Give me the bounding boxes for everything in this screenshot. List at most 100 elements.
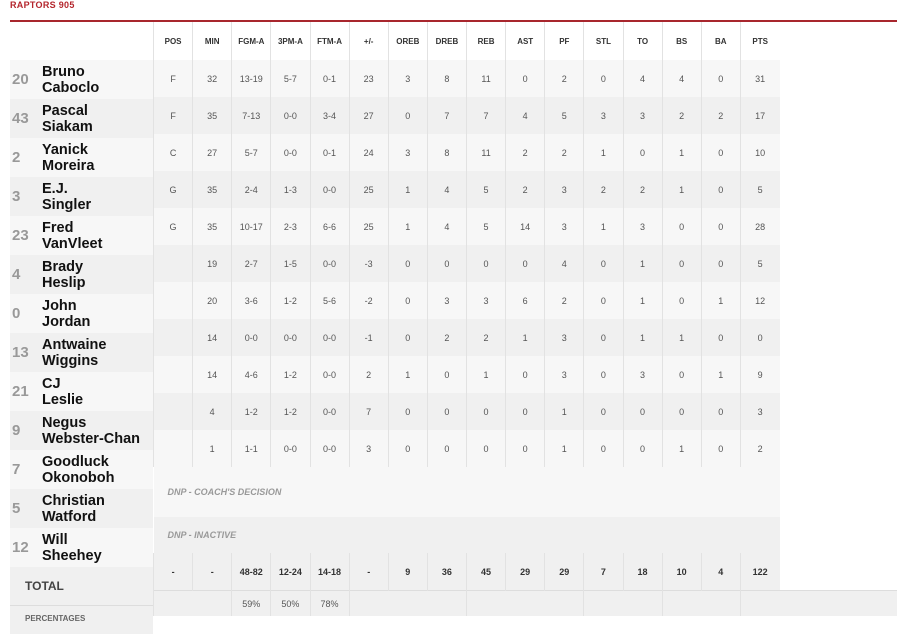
first-name: John bbox=[42, 298, 90, 314]
stat-cell-bs: 0 bbox=[662, 356, 701, 393]
stat-cell-dreb: 2 bbox=[427, 319, 466, 356]
column-header-3pma[interactable]: 3PM-A bbox=[271, 22, 310, 60]
stat-cell-min: 4 bbox=[193, 393, 232, 430]
stat-cell-min: 27 bbox=[193, 134, 232, 171]
first-name: Yanick bbox=[42, 142, 94, 158]
fg-percentage: 59% bbox=[232, 591, 271, 617]
column-header-ftma[interactable]: FTM-A bbox=[310, 22, 349, 60]
stat-cell-min: 35 bbox=[193, 97, 232, 134]
stat-cell-reb: 0 bbox=[467, 430, 506, 467]
column-header-dreb[interactable]: DREB bbox=[427, 22, 466, 60]
stat-cell-pts: 5 bbox=[740, 171, 779, 208]
stat-cell-dreb: 4 bbox=[427, 208, 466, 245]
stat-cell-stl: 0 bbox=[584, 319, 623, 356]
stat-cell-dreb: 8 bbox=[427, 134, 466, 171]
column-header-pf[interactable]: PF bbox=[545, 22, 584, 60]
column-header-reb[interactable]: REB bbox=[467, 22, 506, 60]
stat-cell-min: 32 bbox=[193, 60, 232, 97]
column-header-fgma[interactable]: FGM-A bbox=[232, 22, 271, 60]
column-header-to[interactable]: TO bbox=[623, 22, 662, 60]
last-name: Okonoboh bbox=[42, 470, 115, 486]
pct-empty bbox=[584, 591, 662, 617]
column-header-pos[interactable]: POS bbox=[154, 22, 193, 60]
stat-cell-: 23 bbox=[349, 60, 388, 97]
stat-cell-reb: 0 bbox=[467, 393, 506, 430]
stat-cell-pts: 9 bbox=[740, 356, 779, 393]
stat-cell-oreb: 1 bbox=[388, 171, 427, 208]
stat-cell-ftma: 0-0 bbox=[310, 356, 349, 393]
stat-cell-ftma: 6-6 bbox=[310, 208, 349, 245]
column-header-pts[interactable]: PTS bbox=[740, 22, 779, 60]
stat-cell-3pma: 0-0 bbox=[271, 134, 310, 171]
stat-cell-stl: 0 bbox=[584, 60, 623, 97]
pct-empty bbox=[154, 591, 232, 617]
stat-cell-ast: 2 bbox=[506, 171, 545, 208]
stat-cell-3pma: 0-0 bbox=[271, 430, 310, 467]
team-title: RAPTORS 905 bbox=[10, 0, 75, 10]
column-header-ba[interactable]: BA bbox=[701, 22, 740, 60]
stat-cell-stl: 0 bbox=[584, 245, 623, 282]
stat-cell-ba: 0 bbox=[701, 60, 740, 97]
stat-cell-stl: 0 bbox=[584, 430, 623, 467]
column-header-stl[interactable]: STL bbox=[584, 22, 623, 60]
stat-cell-pts: 17 bbox=[740, 97, 779, 134]
column-header-bs[interactable]: BS bbox=[662, 22, 701, 60]
total-cell-pf: 29 bbox=[545, 553, 584, 591]
stat-cell-3pma: 1-2 bbox=[271, 356, 310, 393]
stat-cell-pf: 2 bbox=[545, 60, 584, 97]
jersey-number: 23 bbox=[10, 227, 42, 244]
column-header-oreb[interactable]: OREB bbox=[388, 22, 427, 60]
total-cell-pos: - bbox=[154, 553, 193, 591]
stat-cell-pos bbox=[154, 282, 193, 319]
column-header-min[interactable]: MIN bbox=[193, 22, 232, 60]
stat-cell-ast: 1 bbox=[506, 319, 545, 356]
stat-cell-fgma: 2-7 bbox=[232, 245, 271, 282]
player-name-link[interactable]: E.J.Singler bbox=[42, 181, 91, 213]
stat-cell-reb: 2 bbox=[467, 319, 506, 356]
stat-cell-3pma: 1-2 bbox=[271, 282, 310, 319]
stat-cell-to: 1 bbox=[623, 245, 662, 282]
stat-cell-pf: 4 bbox=[545, 245, 584, 282]
jersey-number: 13 bbox=[10, 344, 42, 361]
stat-cell-pts: 2 bbox=[740, 430, 779, 467]
total-cell-pts: 122 bbox=[740, 553, 779, 591]
stat-cell-min: 1 bbox=[193, 430, 232, 467]
last-name: Moreira bbox=[42, 158, 94, 174]
stat-cell-dreb: 7 bbox=[427, 97, 466, 134]
jersey-number: 2 bbox=[10, 149, 42, 166]
stat-cell-dreb: 0 bbox=[427, 356, 466, 393]
stat-cell-: -3 bbox=[349, 245, 388, 282]
column-header-ast[interactable]: AST bbox=[506, 22, 545, 60]
stat-cell-pos bbox=[154, 430, 193, 467]
stat-cell-pf: 3 bbox=[545, 208, 584, 245]
column-header-[interactable]: +/- bbox=[349, 22, 388, 60]
last-name: Watford bbox=[42, 509, 105, 525]
